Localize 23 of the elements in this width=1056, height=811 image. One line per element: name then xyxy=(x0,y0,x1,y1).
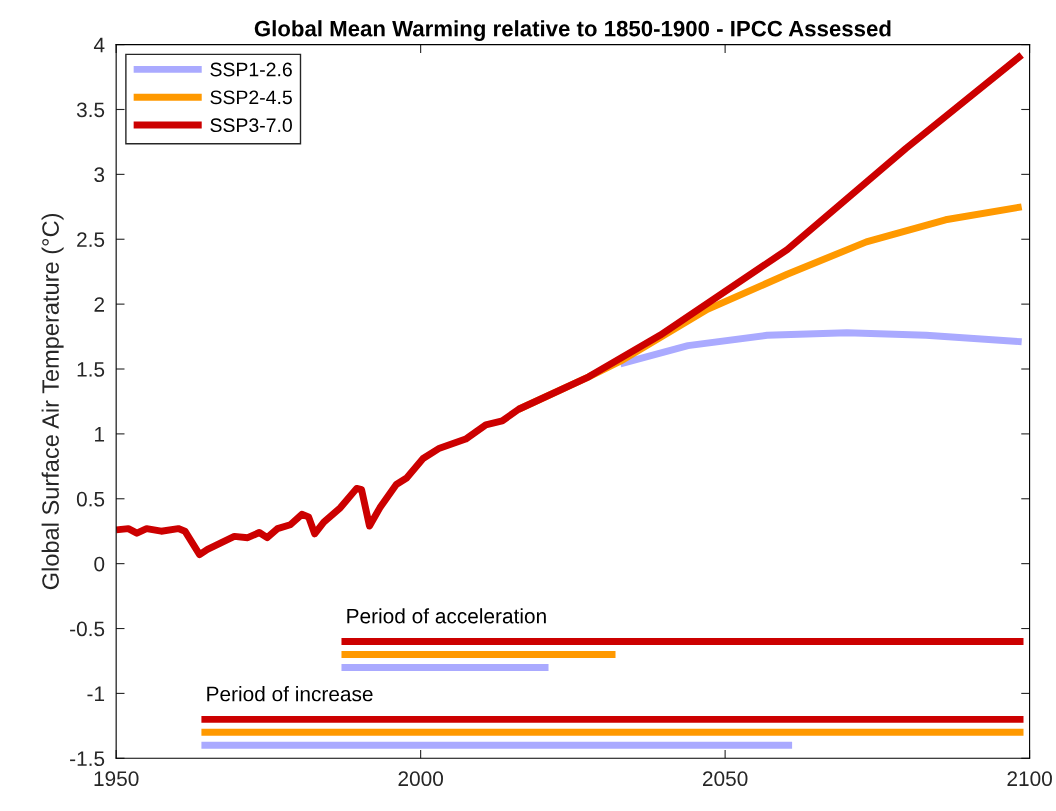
x-tick-label: 2100 xyxy=(1007,771,1052,787)
y-tick-label: 1.5 xyxy=(77,362,105,377)
x-tick-label: 2000 xyxy=(398,771,443,787)
legend-label: SSP1-2.6 xyxy=(210,62,292,77)
annotation: Period of increase xyxy=(207,686,373,702)
y-tick-label: 0 xyxy=(94,556,105,572)
y-tick-label: 0.5 xyxy=(76,491,105,507)
y-tick-label: 1 xyxy=(95,427,105,442)
legend-label: SSP3-7.0 xyxy=(210,118,292,133)
chart-title: Global Mean Warming relative to 1850-1900 - IPCC Assessed xyxy=(254,20,891,41)
y-tick-label: -1.5 xyxy=(70,751,105,767)
y-tick-label: 3.5 xyxy=(76,102,105,118)
y-tick-label: -1 xyxy=(87,686,105,701)
y-tick-label: 2 xyxy=(94,297,104,312)
legend-label: SSP2-4.5 xyxy=(210,90,292,105)
y-tick-label: 2.5 xyxy=(77,232,105,247)
annotation: Period of acceleration xyxy=(347,608,546,624)
y-tick-label: 3 xyxy=(94,167,105,183)
x-tick-label: 1950 xyxy=(94,771,139,787)
y-tick-label: 4 xyxy=(93,37,105,53)
y-tick-label: -0.5 xyxy=(70,621,105,637)
x-tick-label: 2050 xyxy=(703,771,748,787)
y-axis-title: Global Surface Air Temperature (°C) xyxy=(41,214,64,590)
